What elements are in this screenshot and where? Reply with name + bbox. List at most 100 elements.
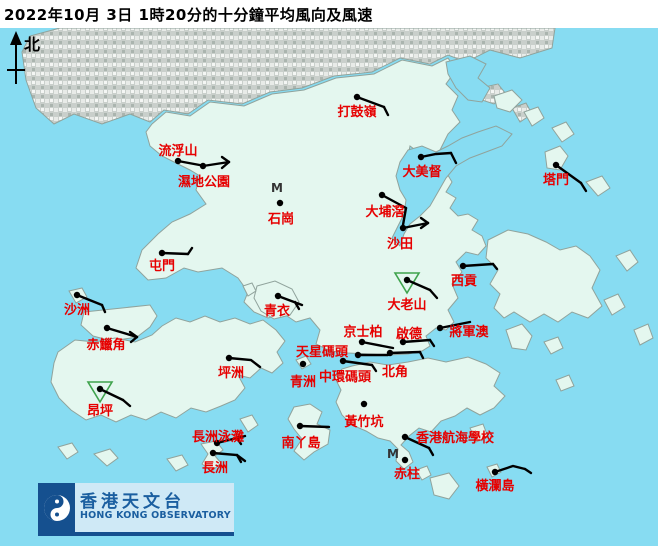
station-dot [360,400,368,408]
island-tap-mun [544,145,569,171]
island-soko-2 [57,442,79,460]
station-kings-park: 京士柏 [343,324,395,350]
station-label: 昂坪 [87,403,113,419]
station-dot [354,351,362,359]
station-tap-mun: 塔門 [543,161,588,193]
island-lantau [50,315,286,423]
station-dot [199,162,207,170]
station-ngong-ping: 昂坪 [86,381,132,419]
wind-barb [579,181,588,193]
island-east-2 [603,293,626,316]
wind-barb [298,424,331,429]
station-label: 屯門 [149,258,175,274]
wind-barb [388,350,422,355]
station-dot [401,433,409,441]
wind-barb [428,288,439,300]
station-wetland-park: 濕地公園 [178,155,231,190]
station-kai-tak: 啟德 [396,326,436,348]
station-dot [401,456,409,464]
wind-barb [438,320,472,330]
wind-barb [293,300,301,311]
north-arrow: 北 [7,31,40,84]
wind-barb [220,155,231,164]
wind-barb [403,435,431,450]
station-tai-po-kau: 大埔滘 [365,191,408,227]
wind-barb [523,467,533,475]
wind-barb [401,338,432,344]
island-hei-ling-chau [239,414,259,433]
station-tates-cairn: 大老山 [387,272,439,313]
wind-barb [461,262,495,268]
station-dot [96,385,104,393]
station-dot [417,153,425,161]
station-label: 沙田 [387,237,413,252]
station-dot [299,360,307,368]
island-grass [585,175,611,197]
title-bar: 2022年10月 3日 1時20分的十分鐘平均風向及風速 [0,0,658,28]
station-label: 大美督 [402,164,441,180]
wind-barb [98,387,125,402]
wind-barb [360,340,395,350]
wind-barb [419,151,453,159]
station-dot [296,422,304,430]
inlet-starling [445,55,491,103]
station-dot [399,224,407,232]
station-cheung-chau-beach: 長洲泳灘 [192,429,247,447]
station-dot [73,291,81,299]
island-double-haven-1 [493,89,523,113]
station-dot [491,468,499,476]
wind-barb [554,163,583,185]
station-dot [403,276,411,284]
station-chek-lap-kok: 赤鱲角 [86,324,139,353]
wind-barb [341,359,374,367]
map-title: 2022年10月 3日 1時20分的十分鐘平均風向及風速 [4,6,373,24]
station-label: 香港航海學校 [415,430,495,446]
station-ta-kwu-ling: 打鼓嶺 [337,93,390,120]
wind-barb [235,436,243,446]
station-tsing-yi: 青衣 [264,292,304,319]
station-dot [358,338,366,346]
station-dot [436,324,444,332]
station-label: 將軍澳 [449,324,489,340]
hko-name-chinese: 香港天文台 [80,491,185,512]
station-dot [174,157,182,165]
wind-barb [418,350,425,360]
wind-barb [105,326,139,339]
wind-barb [186,246,194,256]
wind-barb [493,464,527,474]
island-east-1 [615,249,639,272]
wind-barb [201,160,231,168]
station-label: 坪洲 [218,366,244,381]
station-label: 啟德 [396,326,422,342]
wind-barb [276,294,304,307]
island-lamma [287,403,331,461]
station-label: 青洲 [290,374,316,390]
island-double-haven-2 [523,106,545,127]
wind-barb [129,335,139,344]
station-dot [158,249,166,257]
station-label: 大埔滘 [365,204,404,220]
island-shek-kwu-chau [166,454,189,472]
station-dot [213,439,221,447]
station-dot [353,93,361,101]
wind-barb [128,330,139,339]
station-tai-mei-tuk: 大美督 [402,151,458,180]
wind-barb [401,221,430,230]
wind-barb [380,193,408,210]
station-star-ferry: 天星碼頭 [296,345,390,360]
station-central-pier: 中環碼頭 [319,357,378,385]
station-peng-chau: 坪洲 [218,354,262,381]
station-label: 塔門 [543,172,569,188]
wind-barb [405,278,432,292]
station-wong-chuk-hang: 黃竹坑 [343,400,384,430]
landmass-sai-kung [485,229,603,323]
station-label: 中環碼頭 [319,369,372,385]
station-dot [378,191,386,199]
station-cheung-chau: 長洲 [202,449,247,476]
hko-name-english: HONG KONG OBSERVATORY [80,510,231,522]
landmass-new-territories [135,57,487,356]
station-label: 流浮山 [158,143,197,159]
station-dot [339,357,347,365]
station-label: 北角 [382,364,408,380]
station-dot [552,161,560,169]
